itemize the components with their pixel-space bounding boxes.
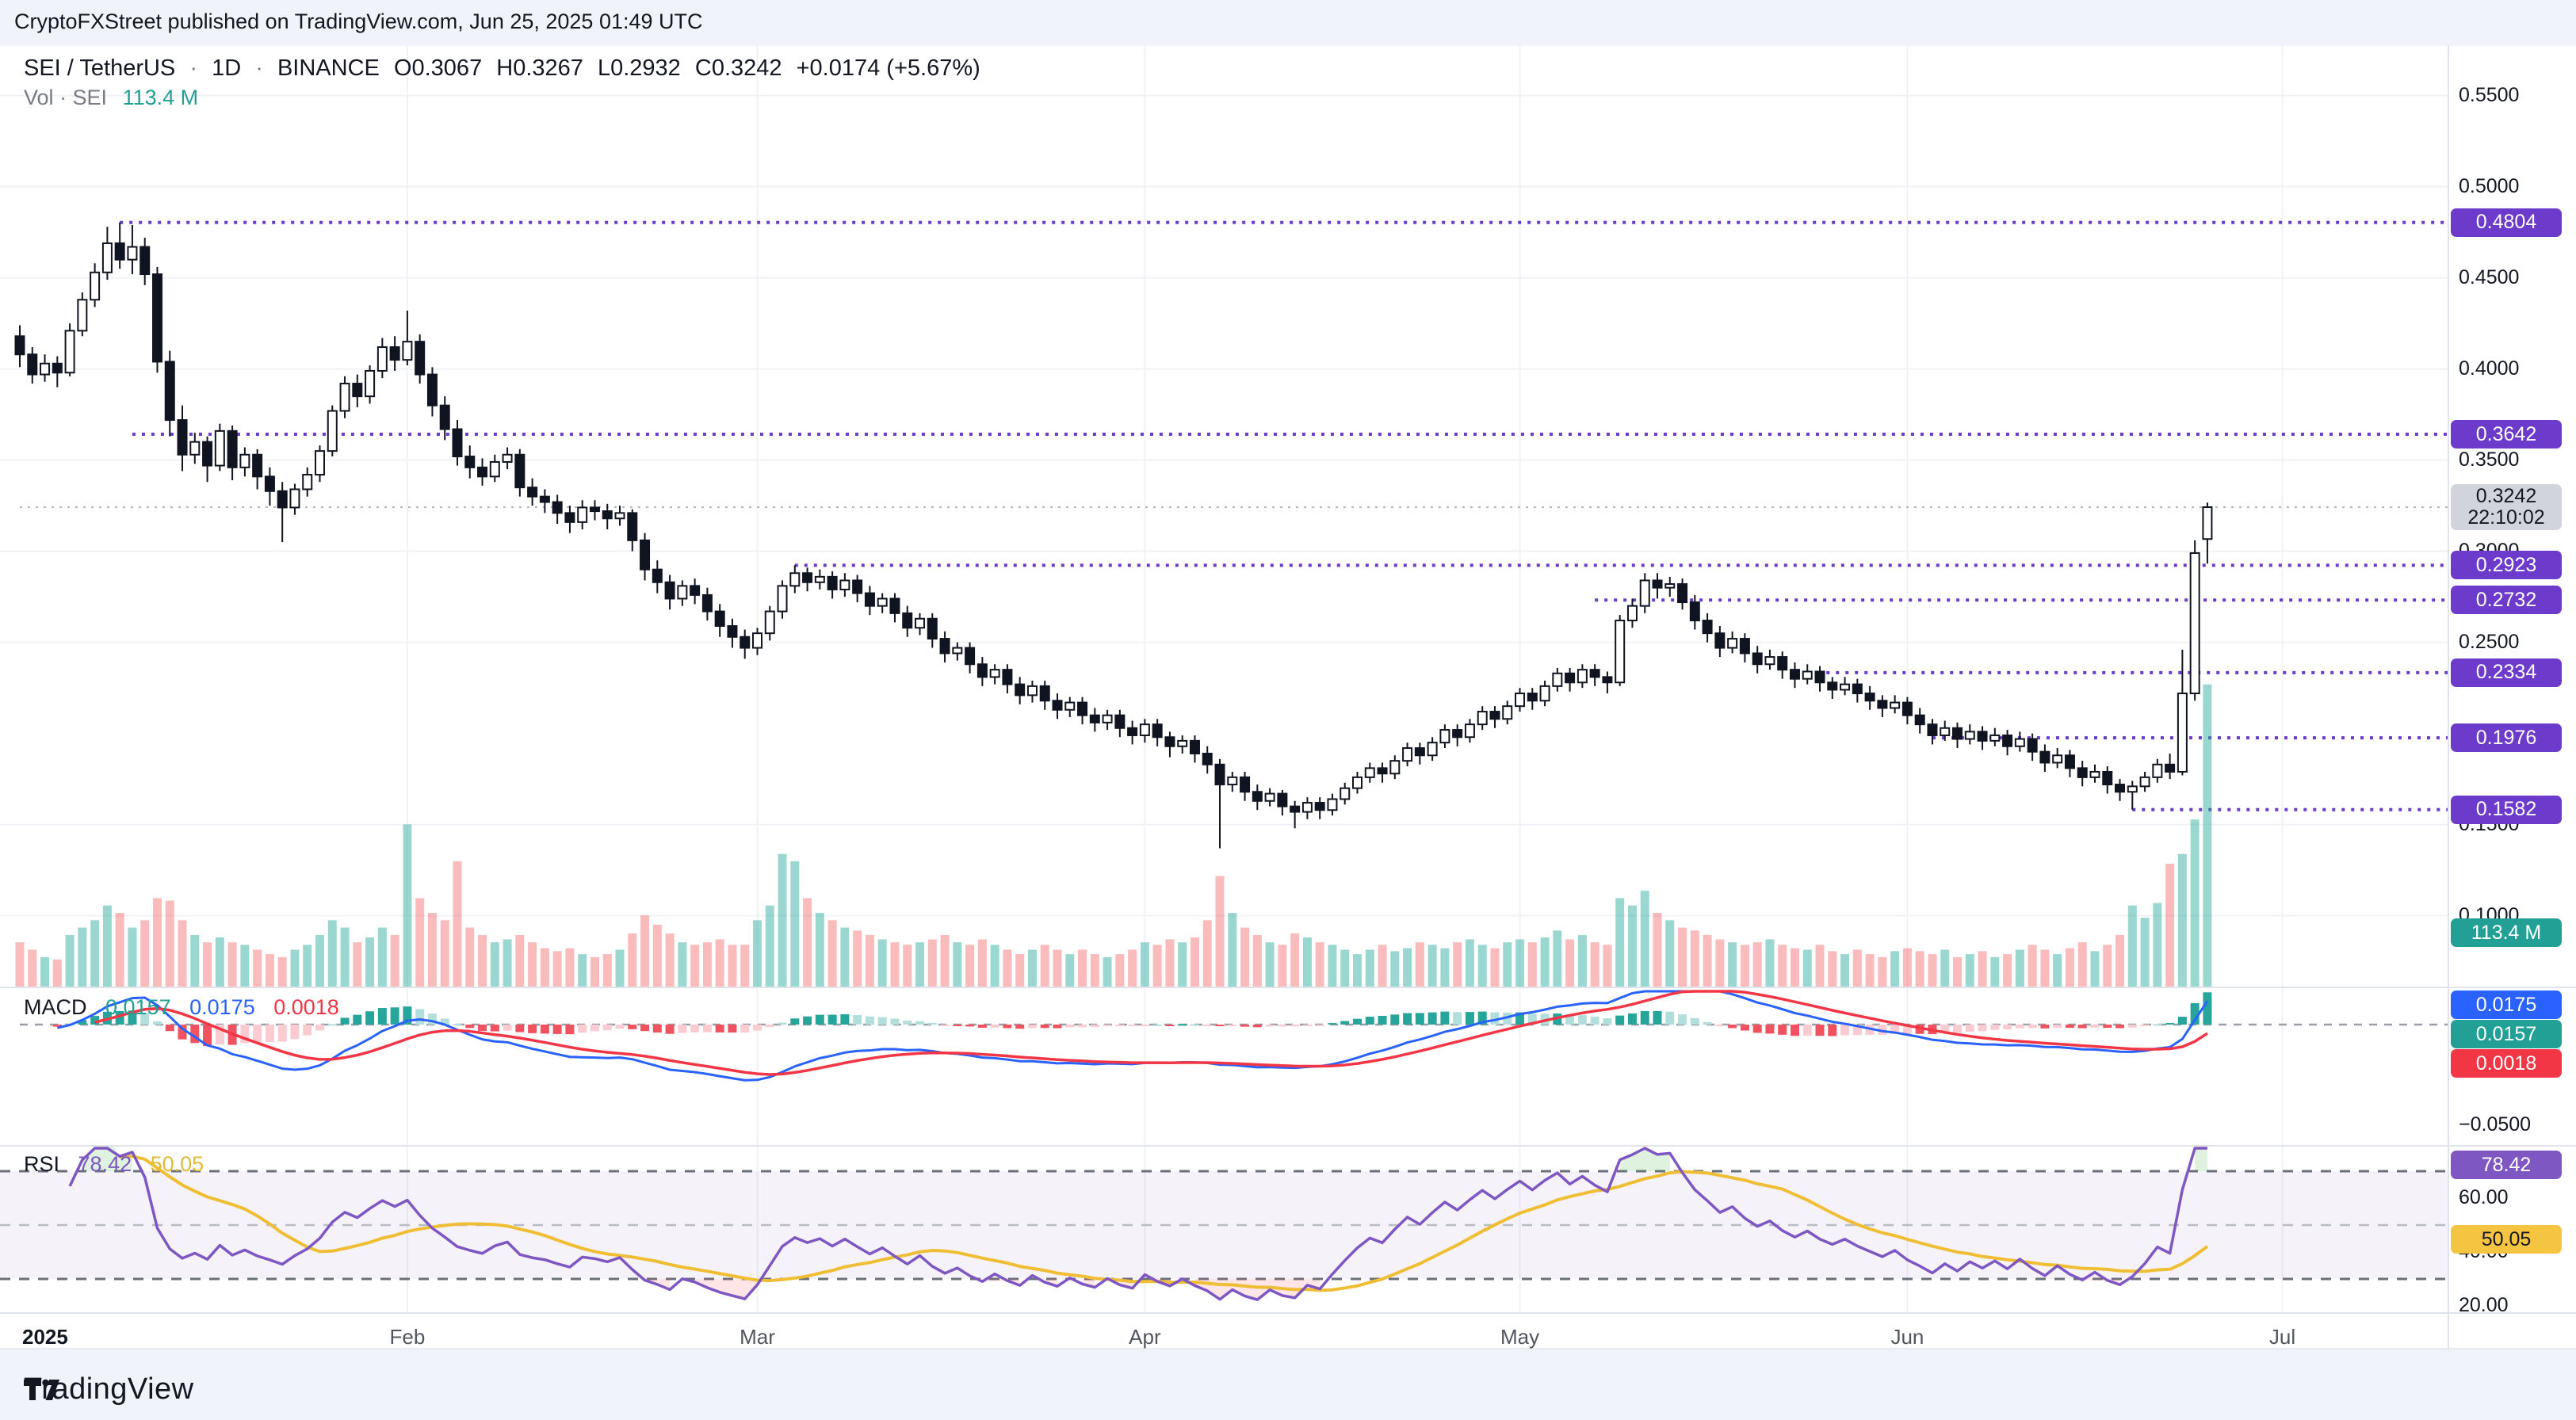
time-tick-Mar: Mar <box>740 1325 775 1349</box>
tradingview-logo-icon <box>24 1379 59 1400</box>
level-badge-0.3642: 0.3642 <box>2451 420 2562 449</box>
rsi-badge-78.42: 78.42 <box>2451 1151 2562 1179</box>
macd-signal-value: 0.0018 <box>273 995 339 1019</box>
panel-separator <box>0 1145 2576 1147</box>
macd-label[interactable]: MACD <box>24 995 87 1019</box>
price-tick-0.4500: 0.4500 <box>2459 265 2520 288</box>
macd-badge-0.0157: 0.0157 <box>2451 1020 2562 1048</box>
rsi-tick-60.00: 60.00 <box>2459 1186 2509 1208</box>
time-tick-Jun: Jun <box>1890 1325 1924 1349</box>
macd-chart[interactable] <box>0 988 2448 1145</box>
time-axis[interactable]: 2025 Feb Mar Apr May Jun Jul <box>0 1312 2576 1349</box>
volume-legend: Vol · SEI 113.4 M <box>24 86 198 110</box>
axis-border <box>2448 46 2449 1349</box>
rsi-label[interactable]: RSI <box>24 1152 60 1176</box>
symbol-name[interactable]: SEI / TetherUS <box>24 55 176 81</box>
ohlc-open: O0.3067 <box>393 55 483 81</box>
ohlc-low: L0.2932 <box>597 55 681 81</box>
rsi-tick-20.00: 20.00 <box>2459 1294 2509 1316</box>
price-axis[interactable]: USDT 0.55000.50000.45000.40000.35000.300… <box>2448 0 2576 1420</box>
time-tick-2025: 2025 <box>22 1325 68 1349</box>
rsi-ma-value: 50.05 <box>150 1152 204 1176</box>
macd-legend: MACD 0.0157 0.0175 0.0018 <box>24 995 352 1020</box>
rsi-chart[interactable] <box>0 1147 2448 1312</box>
price-tick-0.5000: 0.5000 <box>2459 174 2520 197</box>
rsi-legend: RSI 78.42 50.05 <box>24 1152 216 1177</box>
tradingview-logo[interactable]: TradingView <box>24 1372 194 1407</box>
time-axis-border <box>0 1312 2576 1314</box>
price-tick-0.4000: 0.4000 <box>2459 357 2520 380</box>
macd-min-label: −0.0500 <box>2459 1113 2532 1136</box>
ohlc-close: C0.3242 <box>694 55 782 81</box>
exchange: BINANCE <box>277 55 380 81</box>
volume-label: Vol · SEI <box>24 86 108 109</box>
level-badge-0.2923: 0.2923 <box>2451 551 2562 580</box>
ohlc-high: H0.3267 <box>496 55 583 81</box>
volume-badge: 113.4 M <box>2451 918 2562 947</box>
chart-card <box>0 46 2576 1349</box>
price-tick-0.5500: 0.5500 <box>2459 83 2520 106</box>
last-price-badge: 0.3242 22:10:02 <box>2451 484 2562 530</box>
level-badge-0.2732: 0.2732 <box>2451 586 2562 615</box>
level-badge-0.4804: 0.4804 <box>2451 208 2562 237</box>
time-tick-Apr: Apr <box>1129 1325 1161 1349</box>
price-tick-0.2500: 0.2500 <box>2459 630 2520 653</box>
change-value: +0.0174 (+5.67%) <box>796 55 980 81</box>
macd-badge-0.0175: 0.0175 <box>2451 991 2562 1019</box>
price-volume-chart[interactable] <box>0 46 2448 987</box>
macd-badge-0.0018: 0.0018 <box>2451 1049 2562 1078</box>
macd-hist-value: 0.0157 <box>105 995 171 1019</box>
volume-value: 113.4 M <box>122 86 199 109</box>
attribution-text: CryptoFXStreet published on TradingView.… <box>14 10 703 33</box>
price-tick-0.3500: 0.3500 <box>2459 448 2520 471</box>
interval[interactable]: 1D <box>212 55 242 81</box>
time-tick-Feb: Feb <box>389 1325 426 1349</box>
level-badge-0.1976: 0.1976 <box>2451 723 2562 753</box>
time-tick-Jul: Jul <box>2268 1325 2296 1349</box>
card-bottom-border <box>0 1348 2576 1349</box>
rsi-badge-50.05: 50.05 <box>2451 1225 2562 1254</box>
symbol-legend: SEI / TetherUS · 1D · BINANCE O0.3067 H0… <box>24 55 980 81</box>
level-badge-0.2334: 0.2334 <box>2451 658 2562 687</box>
level-badge-0.1582: 0.1582 <box>2451 795 2562 824</box>
rsi-value: 78.42 <box>78 1152 132 1176</box>
panel-separator <box>0 987 2576 988</box>
macd-line-value: 0.0175 <box>189 995 255 1019</box>
time-tick-May: May <box>1500 1325 1540 1349</box>
